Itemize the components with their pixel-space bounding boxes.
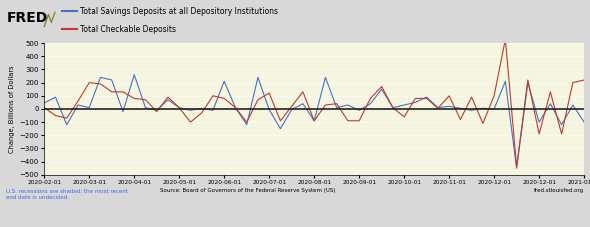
Text: Source: Board of Governors of the Federal Reserve System (US): Source: Board of Governors of the Federa… bbox=[160, 188, 336, 193]
Text: fred.stlouisfed.org: fred.stlouisfed.org bbox=[534, 188, 584, 193]
Text: Total Savings Deposits at all Depository Institutions: Total Savings Deposits at all Depository… bbox=[80, 7, 278, 16]
Text: U.S. recessions are shaded; the most recent
end date is undecided.: U.S. recessions are shaded; the most rec… bbox=[6, 188, 128, 200]
Text: Total Checkable Deposits: Total Checkable Deposits bbox=[80, 25, 176, 34]
Text: FRED: FRED bbox=[7, 11, 48, 25]
Y-axis label: Change, Billions of Dollars: Change, Billions of Dollars bbox=[9, 65, 15, 153]
